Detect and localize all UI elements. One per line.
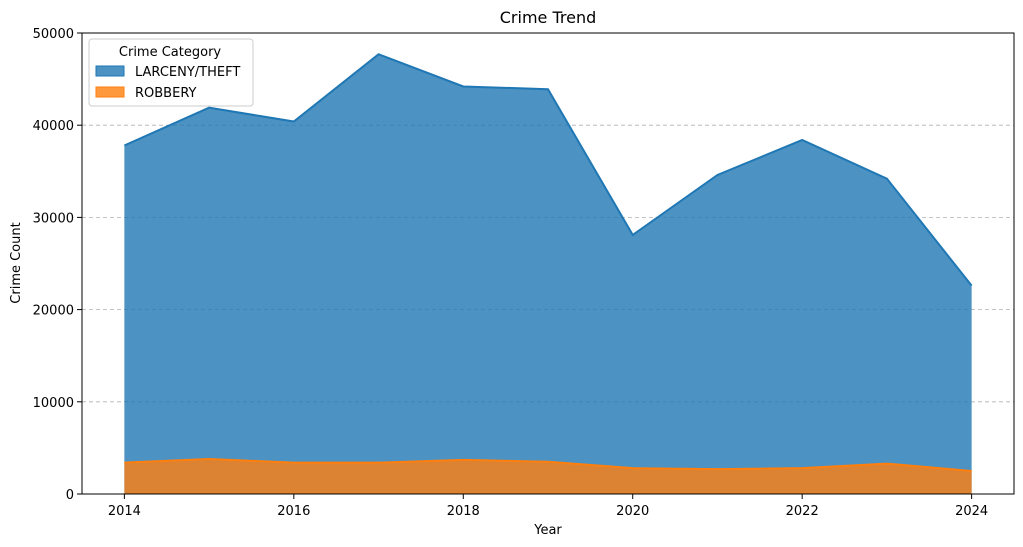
x-tick-label-2024: 2024 — [955, 504, 988, 519]
x-tick-label-2020: 2020 — [616, 504, 649, 519]
y-axis-ticks: 0 10000 20000 30000 40000 50000 — [33, 27, 82, 503]
area-larceny-theft — [124, 54, 972, 495]
legend-swatch-robbery — [95, 86, 125, 98]
area-robbery — [124, 458, 972, 494]
y-tick-label-0: 0 — [66, 488, 74, 503]
x-tick-label-2014: 2014 — [108, 504, 141, 519]
x-tick-label-2022: 2022 — [786, 504, 819, 519]
series-areas — [123, 53, 973, 495]
y-tick-label-50000: 50000 — [33, 27, 74, 42]
legend-swatch-larceny-theft — [95, 65, 125, 77]
y-tick-label-10000: 10000 — [33, 396, 74, 411]
x-tick-label-2016: 2016 — [277, 504, 310, 519]
x-axis-label: Year — [533, 523, 562, 538]
x-tick-label-2018: 2018 — [447, 504, 480, 519]
plot-frame — [81, 32, 1015, 495]
chart-title: Crime Trend — [500, 8, 597, 27]
y-tick-label-30000: 30000 — [33, 211, 74, 226]
legend-label-robbery: ROBBERY — [135, 86, 197, 101]
legend: Crime Category LARCENY/THEFT ROBBERY — [88, 38, 254, 107]
legend-title: Crime Category — [119, 45, 222, 60]
y-axis-label: Crime Count — [9, 222, 24, 303]
y-tick-label-40000: 40000 — [33, 119, 74, 134]
x-axis-ticks: 2014 2016 2018 2020 2022 2024 — [108, 494, 988, 519]
legend-label-larceny-theft: LARCENY/THEFT — [135, 65, 240, 80]
y-tick-label-20000: 20000 — [33, 304, 74, 319]
legend-box — [88, 38, 254, 107]
